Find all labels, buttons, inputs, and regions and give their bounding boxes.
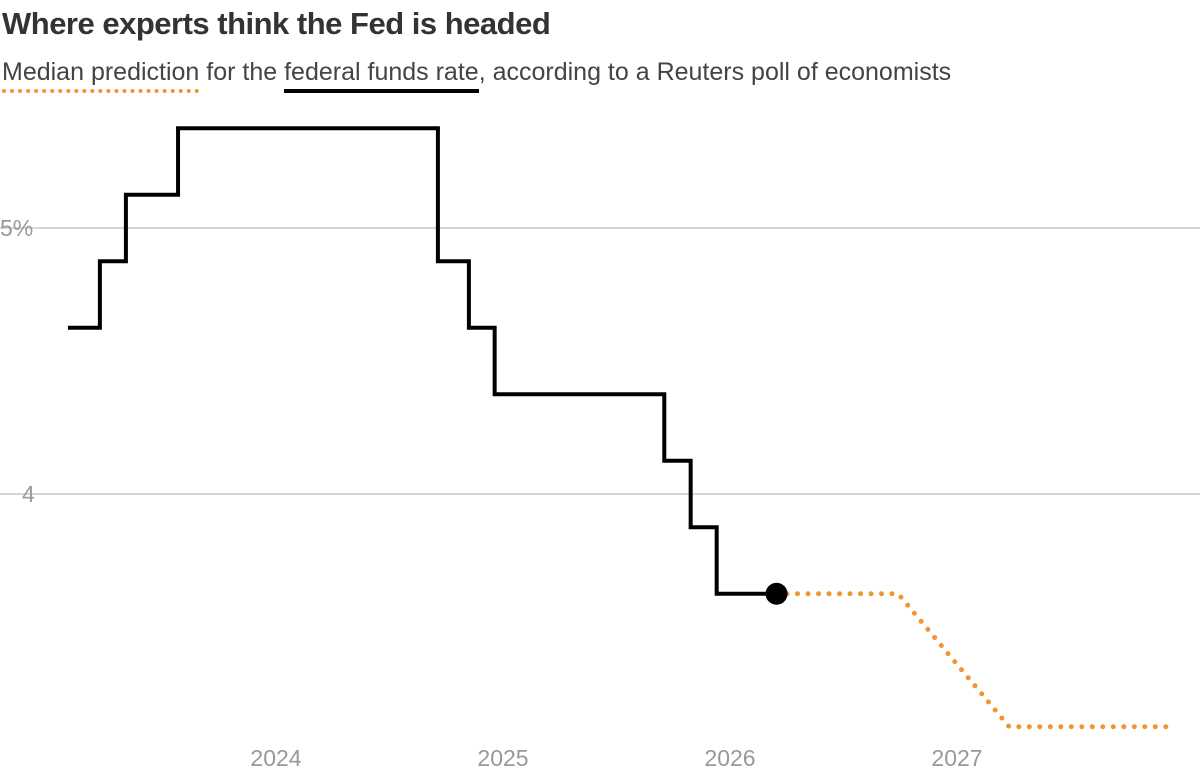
chart-subtitle: Median prediction for the federal funds … — [2, 58, 952, 93]
actual-rate-line — [67, 126, 777, 596]
current-rate-marker — [765, 582, 788, 605]
x-tick-label: 2025 — [477, 745, 528, 771]
subtitle-text: , according to a Reuters poll of economi… — [478, 58, 952, 86]
y-tick-label: 5% — [0, 215, 33, 241]
chart-title: Where experts think the Fed is headed — [2, 6, 551, 41]
legend-actual: federal funds rate — [284, 58, 479, 93]
x-tick-label: 2024 — [250, 745, 301, 771]
x-tick-label: 2027 — [931, 745, 982, 771]
forecast-line — [774, 591, 1179, 730]
x-tick-label: 2026 — [704, 745, 755, 771]
legend-forecast: Median prediction — [2, 58, 200, 93]
subtitle-text: for the — [199, 58, 285, 86]
y-tick-label: 4 — [22, 481, 35, 507]
